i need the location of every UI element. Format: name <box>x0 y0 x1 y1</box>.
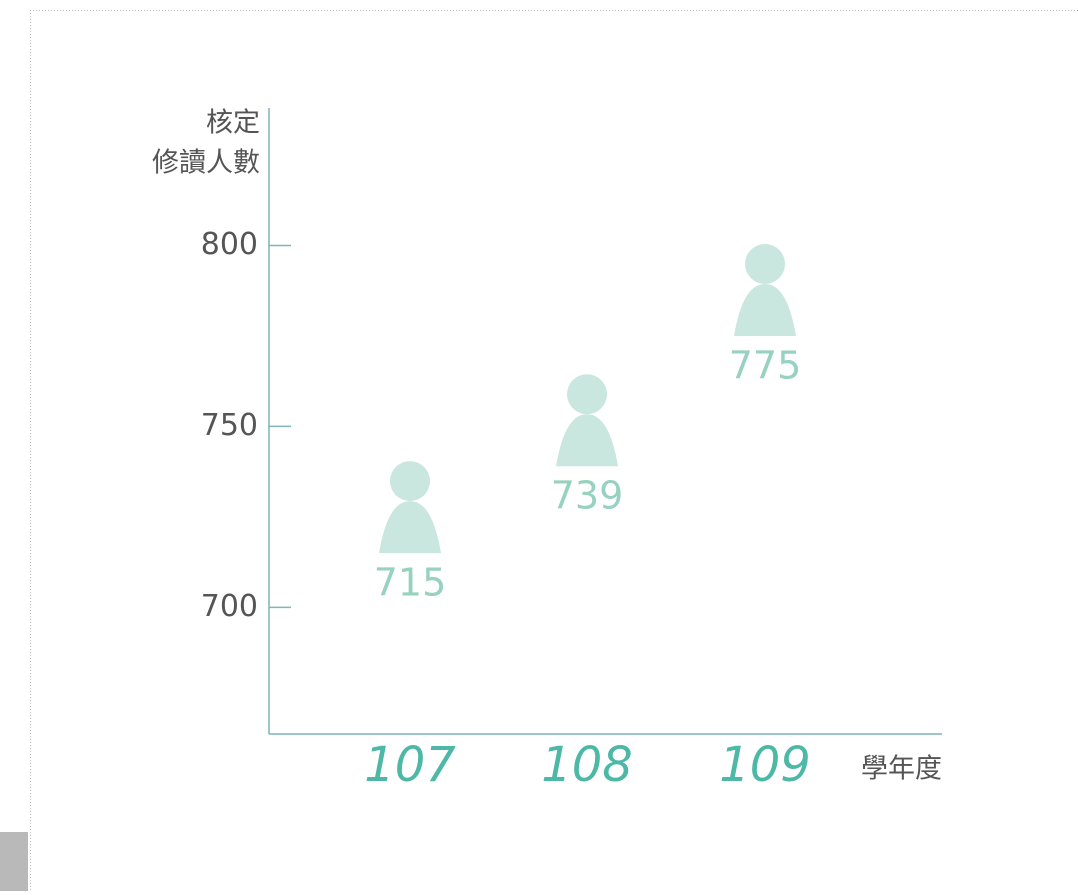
icon-body <box>556 414 618 467</box>
icon-head <box>745 243 785 284</box>
x-tick-label: 108 <box>541 737 633 793</box>
person-icon <box>556 374 618 467</box>
icon-head <box>567 374 607 415</box>
x-tick-label: 107 <box>364 737 456 793</box>
value-label: 775 <box>729 343 802 387</box>
icon-body <box>734 283 796 336</box>
person-icon <box>379 461 441 554</box>
x-tick-label: 109 <box>719 737 811 793</box>
x-axis-label: 學年度 <box>861 754 942 785</box>
side-tab <box>0 832 28 891</box>
y-axis-label: 核定 <box>206 108 260 139</box>
y-tick-label: 800 <box>201 227 258 262</box>
person-icon <box>734 243 796 336</box>
y-tick-label: 750 <box>201 408 258 443</box>
icon-body <box>379 501 441 554</box>
icon-head <box>390 461 430 502</box>
value-label: 715 <box>374 561 447 605</box>
value-label: 739 <box>551 474 624 518</box>
y-tick-label: 700 <box>201 589 258 624</box>
y-axis-label: 修讀人數 <box>152 148 260 179</box>
